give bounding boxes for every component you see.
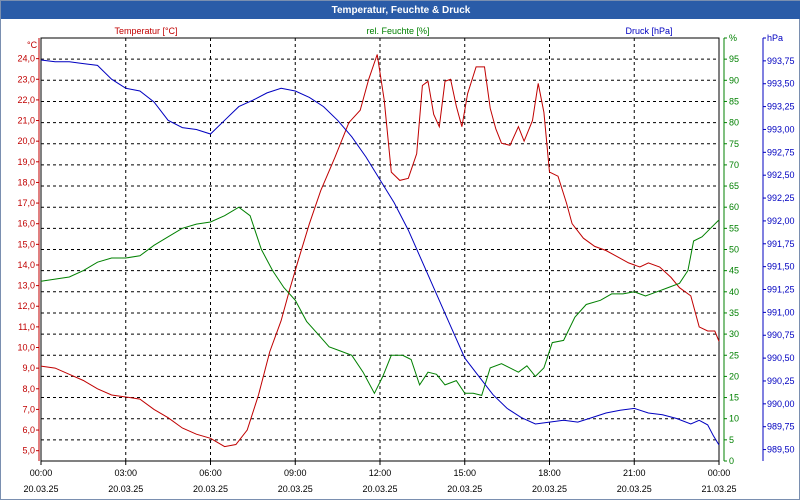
plot-border <box>40 37 720 462</box>
humidity-tick-label: 95 <box>729 54 739 64</box>
axes <box>36 37 766 465</box>
temperature-tick-label: 23,0 <box>17 74 35 84</box>
temperature-tick-label: 15,0 <box>17 239 35 249</box>
humidity-tick-label: 15 <box>729 393 739 403</box>
x-tick-time: 00:00 <box>30 468 53 478</box>
temperature-tick-label: 12,0 <box>17 301 35 311</box>
temperature-tick-label: 16,0 <box>17 219 35 229</box>
temperature-axis-header: Temperatur [°C] <box>114 26 177 36</box>
temperature-tick-label: 19,0 <box>17 157 35 167</box>
pressure-tick-label: 991,25 <box>767 285 795 295</box>
x-tick-time: 00:00 <box>708 468 731 478</box>
temperature-tick-label: 9,0 <box>22 363 35 373</box>
pressure-tick-label: 992,50 <box>767 170 795 180</box>
x-tick-date: 20.03.25 <box>108 484 143 494</box>
temperature-tick-label: 20,0 <box>17 136 35 146</box>
pressure-tick-label: 989,50 <box>767 445 795 455</box>
x-tick-time: 06:00 <box>199 468 222 478</box>
pressure-tick-label: 992,75 <box>767 147 795 157</box>
temperature-tick-label: 13,0 <box>17 281 35 291</box>
temperature-tick-label: 22,0 <box>17 95 35 105</box>
humidity-tick-label: 55 <box>729 223 739 233</box>
humidity-tick-label: 65 <box>729 181 739 191</box>
pressure-tick-label: 990,00 <box>767 399 795 409</box>
pressure-tick-label: 991,00 <box>767 307 795 317</box>
humidity-tick-label: 60 <box>729 202 739 212</box>
x-tick-time: 15:00 <box>453 468 476 478</box>
pressure-tick-label: hPa <box>767 33 783 43</box>
temperature-unit-label: °C <box>27 40 38 50</box>
humidity-axis-header: rel. Feuchte [%] <box>366 26 429 36</box>
temperature-tick-label: 17,0 <box>17 198 35 208</box>
temperature-tick-label: 7,0 <box>22 404 35 414</box>
humidity-series-line <box>40 206 720 396</box>
pressure-tick-label: 989,75 <box>767 422 795 432</box>
x-tick-date: 20.03.25 <box>193 484 228 494</box>
x-tick-date: 21.03.25 <box>701 484 736 494</box>
humidity-tick-label: 80 <box>729 118 739 128</box>
temperature-series-line <box>40 54 720 448</box>
temperature-tick-label: 8,0 <box>22 384 35 394</box>
x-tick-time: 12:00 <box>369 468 392 478</box>
humidity-tick-label: 20 <box>729 371 739 381</box>
x-tick-time: 09:00 <box>284 468 307 478</box>
pressure-tick-label: 990,25 <box>767 376 795 386</box>
x-tick-date: 20.03.25 <box>278 484 313 494</box>
temperature-tick-label: 21,0 <box>17 116 35 126</box>
pressure-tick-label: 992,00 <box>767 216 795 226</box>
temperature-tick-label: 5,0 <box>22 446 35 456</box>
x-tick-date: 20.03.25 <box>617 484 652 494</box>
x-tick-time: 03:00 <box>114 468 137 478</box>
x-tick-date: 20.03.25 <box>532 484 567 494</box>
temperature-tick-label: 14,0 <box>17 260 35 270</box>
pressure-tick-label: 993,25 <box>767 102 795 112</box>
pressure-axis-header: Druck [hPa] <box>625 26 672 36</box>
tick-labels: 00:00 20.03.25 03:00 20.03.25 06:00 20.03.25 0… <box>17 33 794 494</box>
x-tick-time: 18:00 <box>538 468 561 478</box>
humidity-tick-label: 35 <box>729 308 739 318</box>
humidity-tick-label: 5 <box>729 435 734 445</box>
pressure-tick-label: 990,50 <box>767 353 795 363</box>
pressure-tick-label: 990,75 <box>767 330 795 340</box>
pressure-tick-label: 992,25 <box>767 193 795 203</box>
humidity-tick-label: % <box>729 33 737 43</box>
temperature-tick-label: 10,0 <box>17 343 35 353</box>
x-tick-date: 20.03.25 <box>447 484 482 494</box>
humidity-tick-label: 90 <box>729 75 739 85</box>
temperature-tick-label: 11,0 <box>18 322 35 332</box>
x-tick-date: 20.03.25 <box>23 484 58 494</box>
temperature-tick-label: 6,0 <box>22 425 35 435</box>
grid <box>41 38 719 461</box>
humidity-tick-label: 40 <box>729 287 739 297</box>
temperature-tick-label: 18,0 <box>17 177 35 187</box>
humidity-tick-label: 85 <box>729 96 739 106</box>
humidity-tick-label: 10 <box>729 414 739 424</box>
humidity-tick-label: 50 <box>729 245 739 255</box>
pressure-tick-label: 991,75 <box>767 239 795 249</box>
humidity-tick-label: 0 <box>729 456 734 466</box>
pressure-tick-label: 991,50 <box>767 262 795 272</box>
temperature-tick-label: 24,0 <box>17 54 35 64</box>
title-bar <box>1 1 800 19</box>
humidity-tick-label: 30 <box>729 329 739 339</box>
chart-title: Temperatur, Feuchte & Druck <box>332 5 471 16</box>
pressure-tick-label: 993,75 <box>767 56 795 66</box>
x-tick-time: 21:00 <box>623 468 646 478</box>
series-lines <box>40 54 720 448</box>
humidity-tick-label: 25 <box>729 350 739 360</box>
pressure-tick-label: 993,50 <box>767 79 795 89</box>
pressure-series-line <box>40 59 720 446</box>
humidity-tick-label: 70 <box>729 160 739 170</box>
humidity-tick-label: 75 <box>729 139 739 149</box>
humidity-tick-label: 45 <box>729 266 739 276</box>
x-tick-date: 20.03.25 <box>362 484 397 494</box>
pressure-tick-label: 993,00 <box>767 124 795 134</box>
